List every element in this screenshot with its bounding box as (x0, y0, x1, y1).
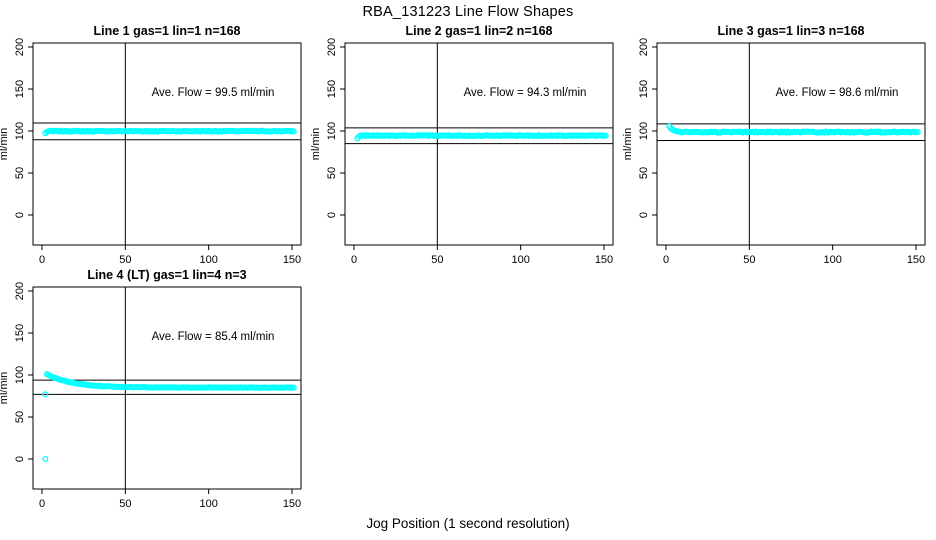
subplot-title: Line 4 (LT) gas=1 lin=4 n=3 (87, 268, 246, 282)
x-tick-label: 0 (351, 254, 357, 266)
y-tick-label: 150 (14, 80, 26, 98)
plot-box (656, 42, 926, 246)
y-axis-label: ml/min (0, 372, 10, 404)
y-tick-label: 150 (14, 324, 26, 342)
subplot-line-1: Line 1 gas=1 lin=1 n=168 0 50 100 150 200 0 50 1… (0, 24, 302, 266)
x-tick-label: 50 (119, 254, 131, 266)
y-tick-label: 100 (14, 122, 26, 140)
ave-flow-annotation: Ave. Flow = 94.3 ml/min (464, 87, 587, 99)
x-tick-label: 100 (823, 254, 841, 266)
x-tick-label: 100 (199, 498, 217, 510)
x-tick-label: 0 (663, 254, 669, 266)
data-points (42, 127, 297, 137)
subplot-line-3: Line 3 gas=1 lin=3 n=168 0 50 100 150 200 0 50 1… (622, 24, 926, 266)
subplot-title: Line 3 gas=1 lin=3 n=168 (718, 24, 865, 38)
y-axis-label: ml/min (310, 128, 322, 160)
subplot-line-2: Line 2 gas=1 lin=2 n=168 0 50 100 150 200 0 50 1… (310, 24, 614, 266)
y-tick-label: 200 (638, 38, 650, 56)
data-point (42, 455, 49, 463)
subplot-title: Line 2 gas=1 lin=2 n=168 (406, 24, 553, 38)
x-tick-label: 100 (199, 254, 217, 266)
y-tick-label: 0 (638, 212, 650, 218)
plot-box (32, 42, 302, 246)
data-points (42, 371, 297, 463)
x-tick-label: 100 (511, 254, 529, 266)
x-tick-label: 50 (431, 254, 443, 266)
y-tick-label: 100 (638, 122, 650, 140)
x-tick-label: 50 (743, 254, 755, 266)
y-tick-label: 0 (14, 456, 26, 462)
y-tick-label: 0 (14, 212, 26, 218)
y-axis-label: ml/min (622, 128, 634, 160)
x-axis-label: Jog Position (1 second resolution) (366, 516, 570, 531)
x-tick-label: 0 (39, 498, 45, 510)
x-tick-label: 0 (39, 254, 45, 266)
y-tick-label: 100 (14, 366, 26, 384)
data-point (914, 129, 921, 136)
subplot-title: Line 1 gas=1 lin=1 n=168 (94, 24, 241, 38)
x-tick-label: 150 (595, 254, 613, 266)
y-tick-label: 150 (326, 80, 338, 98)
y-tick-label: 200 (14, 282, 26, 300)
data-points (354, 132, 609, 142)
y-tick-label: 50 (326, 167, 338, 179)
ave-flow-annotation: Ave. Flow = 99.5 ml/min (152, 87, 275, 99)
x-tick-label: 150 (907, 254, 925, 266)
x-tick-label: 150 (283, 254, 301, 266)
ave-flow-annotation: Ave. Flow = 98.6 ml/min (776, 87, 899, 99)
main-title: RBA_131223 Line Flow Shapes (362, 4, 574, 20)
data-point (290, 128, 297, 135)
subplot-line-4: Line 4 (LT) gas=1 lin=4 n=3 0 50 100 150 200 0… (0, 268, 302, 510)
plot-box (32, 286, 302, 490)
y-tick-label: 50 (14, 411, 26, 423)
y-tick-label: 100 (326, 122, 338, 140)
data-point (602, 132, 609, 139)
data-points (666, 123, 921, 136)
x-tick-label: 50 (119, 498, 131, 510)
y-tick-label: 50 (14, 167, 26, 179)
data-point (42, 391, 49, 398)
y-tick-label: 0 (326, 212, 338, 218)
y-tick-label: 200 (326, 38, 338, 56)
y-tick-label: 200 (14, 38, 26, 56)
data-point (290, 384, 297, 391)
y-axis-label: ml/min (0, 128, 10, 160)
y-tick-label: 50 (638, 167, 650, 179)
y-tick-label: 150 (638, 80, 650, 98)
ave-flow-annotation: Ave. Flow = 85.4 ml/min (152, 331, 275, 343)
x-tick-label: 150 (283, 498, 301, 510)
